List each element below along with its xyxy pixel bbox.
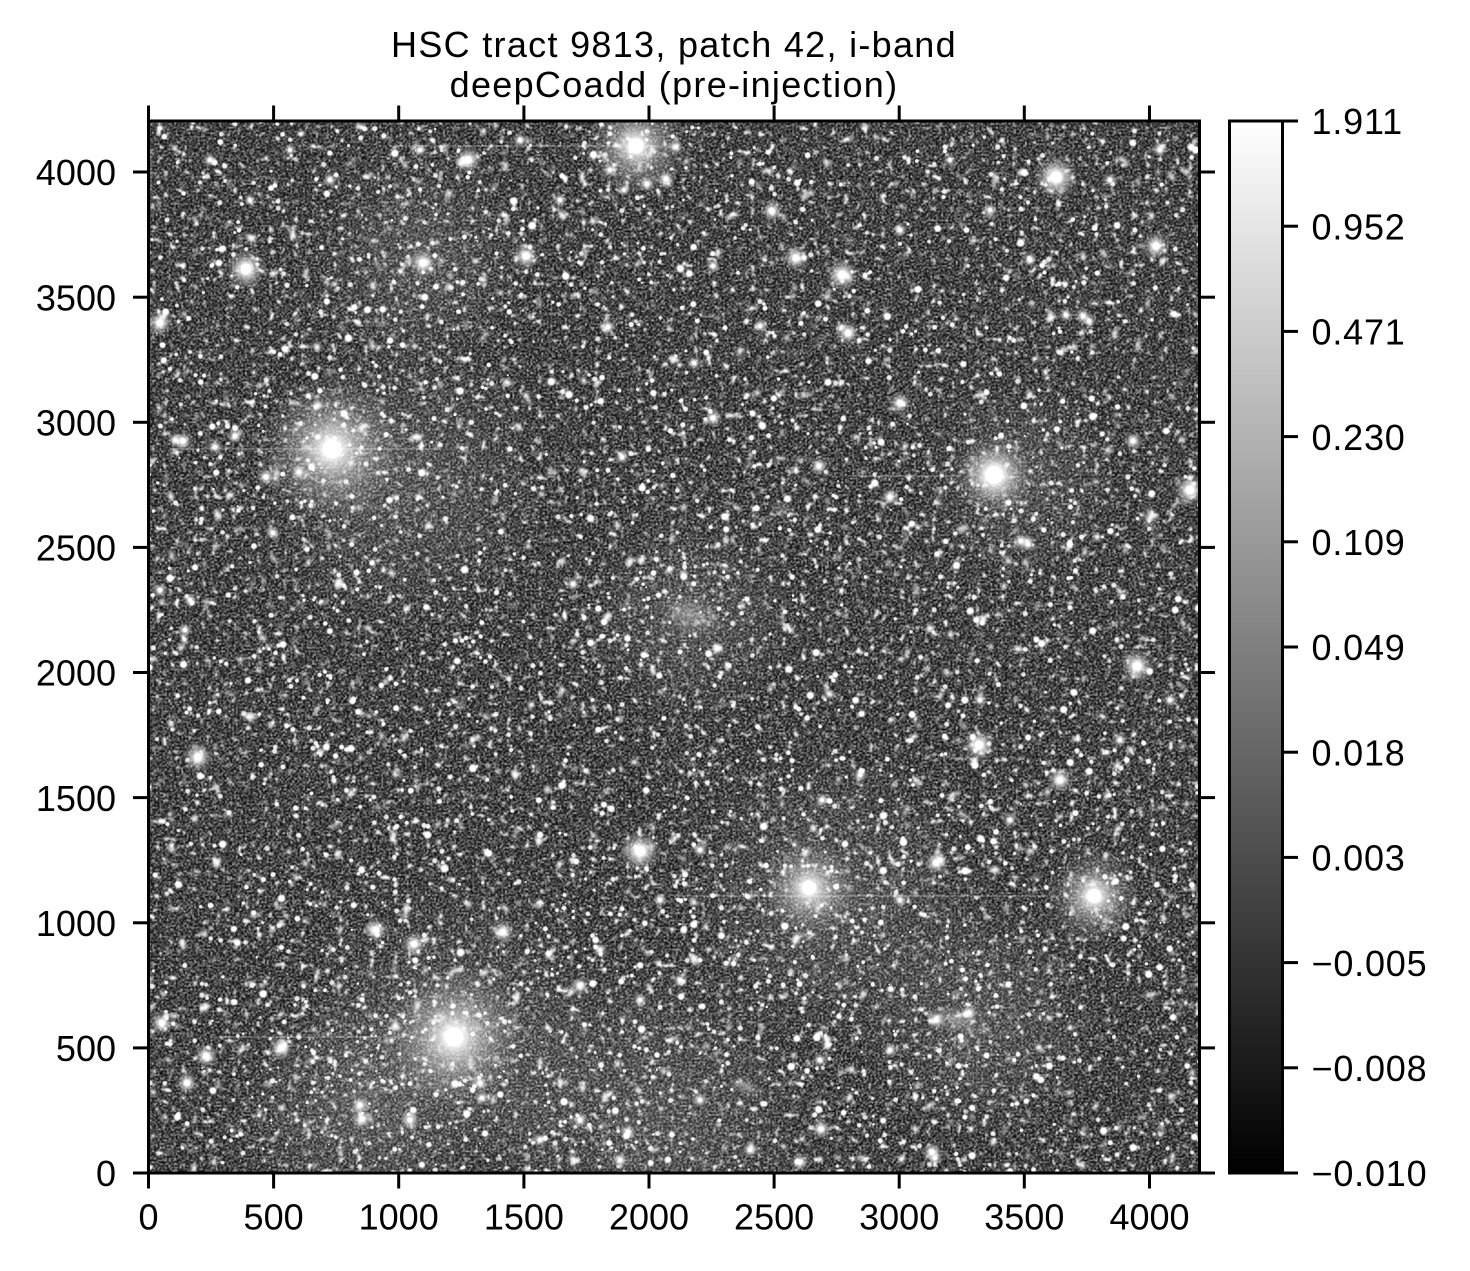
- svg-text:2000: 2000: [609, 1197, 689, 1238]
- svg-text:1.911: 1.911: [1312, 101, 1403, 142]
- svg-text:3500: 3500: [984, 1197, 1064, 1238]
- svg-text:0.471: 0.471: [1312, 312, 1406, 353]
- svg-text:−0.005: −0.005: [1312, 943, 1428, 984]
- svg-text:−0.008: −0.008: [1312, 1048, 1428, 1089]
- svg-text:HSC tract 9813, patch 42, i-ba: HSC tract 9813, patch 42, i-band: [391, 24, 957, 65]
- svg-text:0.952: 0.952: [1312, 206, 1406, 247]
- svg-text:1000: 1000: [359, 1197, 439, 1238]
- svg-text:500: 500: [56, 1028, 116, 1069]
- svg-text:1500: 1500: [484, 1197, 564, 1238]
- svg-text:3500: 3500: [36, 277, 116, 318]
- svg-text:−0.010: −0.010: [1312, 1153, 1428, 1194]
- svg-text:500: 500: [244, 1197, 304, 1238]
- svg-text:4000: 4000: [1109, 1197, 1189, 1238]
- svg-text:3000: 3000: [36, 403, 116, 444]
- svg-text:2500: 2500: [36, 528, 116, 569]
- svg-text:0: 0: [138, 1197, 158, 1238]
- svg-text:0.049: 0.049: [1312, 627, 1406, 668]
- svg-text:2000: 2000: [36, 653, 116, 694]
- svg-text:0.109: 0.109: [1312, 522, 1406, 563]
- svg-text:0: 0: [96, 1153, 116, 1194]
- svg-text:deepCoadd (pre-injection): deepCoadd (pre-injection): [450, 64, 899, 105]
- svg-text:0.003: 0.003: [1312, 838, 1406, 879]
- svg-text:0.230: 0.230: [1312, 417, 1406, 458]
- svg-text:4000: 4000: [36, 152, 116, 193]
- svg-text:1000: 1000: [36, 903, 116, 944]
- svg-text:0.018: 0.018: [1312, 732, 1406, 773]
- svg-text:2500: 2500: [734, 1197, 814, 1238]
- svg-text:3000: 3000: [859, 1197, 939, 1238]
- svg-text:1500: 1500: [36, 778, 116, 819]
